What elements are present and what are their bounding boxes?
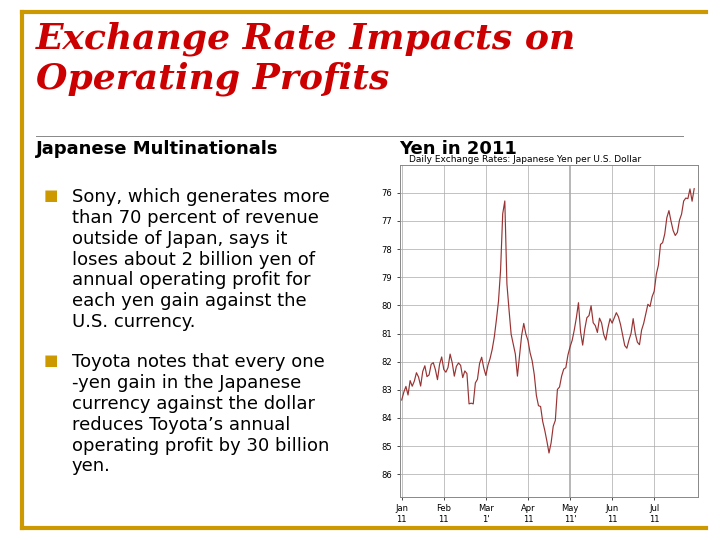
Text: Daily Exchange Rates: Japanese Yen per U.S. Dollar: Daily Exchange Rates: Japanese Yen per U… [408, 155, 641, 164]
Text: ■: ■ [43, 188, 58, 203]
Text: Japanese Multinationals: Japanese Multinationals [36, 140, 279, 158]
Text: Toyota notes that every one
-yen gain in the Japanese
currency against the dolla: Toyota notes that every one -yen gain in… [72, 353, 329, 475]
Text: Yen in 2011: Yen in 2011 [400, 139, 518, 158]
Text: Exchange Rate Impacts on
Operating Profits: Exchange Rate Impacts on Operating Profi… [36, 22, 576, 96]
Text: ■: ■ [43, 353, 58, 368]
Text: Sony, which generates more
than 70 percent of revenue
outside of Japan, says it
: Sony, which generates more than 70 perce… [72, 188, 330, 331]
